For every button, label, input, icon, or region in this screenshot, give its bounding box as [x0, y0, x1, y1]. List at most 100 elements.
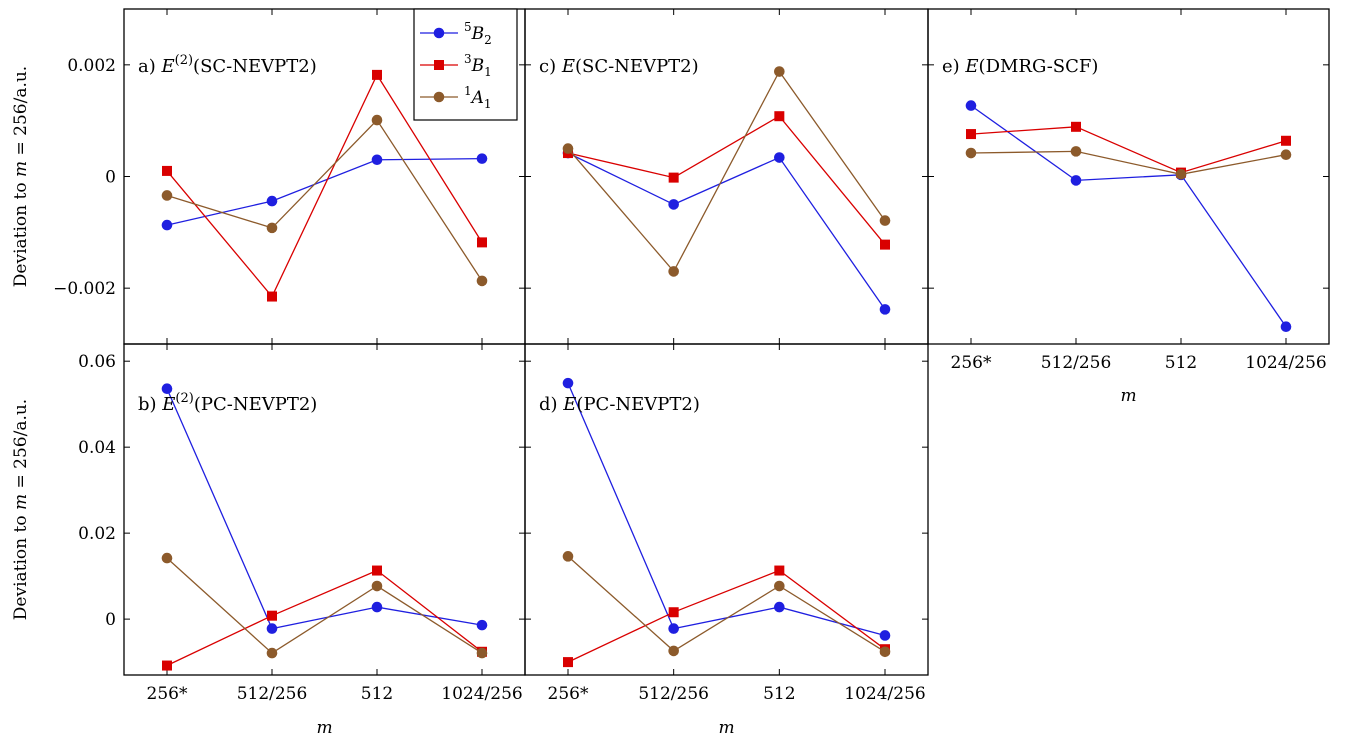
data-point-1A1 — [161, 552, 173, 564]
series-line-3B1 — [166, 569, 483, 667]
series-line-3B1 — [567, 115, 886, 246]
data-point-1A1 — [774, 580, 785, 592]
panel-d-label: d) E(PC-NEVPT2) — [539, 394, 700, 415]
data-point-5B2 — [476, 153, 488, 164]
series-line-1A1 — [567, 555, 886, 653]
series-line-5B2 — [567, 382, 886, 637]
legend-label: 1A1 — [464, 84, 492, 111]
legend-marker-circle — [433, 27, 445, 39]
data-point-1A1 — [879, 646, 891, 658]
data-point-3B1 — [880, 239, 890, 250]
series-line-5B2 — [970, 105, 1287, 328]
panels-layer: −0.002 0 0.002 a) E(2)(SC-NEVPT2) c) E(SC-NE… — [53, 8, 1330, 704]
series-line-5B2 — [166, 388, 483, 630]
data-point-5B2 — [1280, 321, 1292, 332]
y-axis-titles: Deviation to m = 256/a.u. Deviation to m … — [11, 66, 31, 620]
data-point-1A1 — [668, 645, 679, 657]
legend-marker-circle — [433, 91, 445, 103]
series-line-1A1 — [166, 119, 483, 282]
panel-b: 0 0.02 0.04 0.06 256* 512/256 512 1024/256 b) E(… — [78, 343, 526, 704]
x-tick-label: 256* — [548, 684, 589, 704]
data-point-3B1 — [1281, 135, 1291, 146]
data-point-1A1 — [774, 66, 785, 77]
data-point-3B1 — [267, 291, 277, 302]
data-point-1A1 — [1175, 168, 1187, 180]
panel-a: −0.002 0 0.002 a) E(2)(SC-NEVPT2) — [53, 8, 526, 345]
series-line-1A1 — [567, 70, 886, 273]
data-point-5B2 — [476, 619, 488, 631]
data-point-3B1 — [966, 129, 976, 140]
x-tick-label: 512 — [763, 684, 795, 704]
data-point-1A1 — [879, 215, 891, 226]
data-point-1A1 — [371, 114, 383, 126]
data-point-1A1 — [371, 580, 383, 592]
legend-marker-square — [434, 60, 444, 70]
panel-d: 256* 512/256 512 1024/256 d) E(PC-NEVPT2) — [524, 343, 929, 704]
x-tick-label: 512/256 — [1041, 353, 1112, 373]
y-tick-label: 0.02 — [78, 524, 116, 544]
series-line-3B1 — [567, 569, 886, 663]
data-point-1A1 — [668, 266, 679, 277]
x-tick-label: 256* — [951, 353, 992, 373]
data-point-5B2 — [266, 623, 278, 634]
y-tick-label: 0.002 — [67, 56, 116, 76]
data-point-3B1 — [563, 657, 573, 668]
data-point-5B2 — [161, 219, 173, 231]
data-point-1A1 — [161, 190, 173, 201]
data-point-1A1 — [476, 275, 488, 287]
x-tick-label: 1024/256 — [441, 684, 522, 704]
data-point-1A1 — [965, 147, 977, 159]
data-point-5B2 — [161, 383, 173, 395]
data-point-3B1 — [668, 172, 679, 183]
data-point-5B2 — [668, 199, 679, 210]
data-point-3B1 — [372, 565, 382, 576]
data-point-1A1 — [266, 647, 278, 659]
data-point-5B2 — [668, 623, 679, 634]
series-line-5B2 — [166, 157, 483, 226]
panel-d-frame — [524, 343, 929, 676]
data-point-5B2 — [879, 304, 891, 315]
data-point-5B2 — [879, 630, 891, 641]
x-tick-label: 256* — [147, 684, 188, 704]
series-line-5B2 — [567, 152, 886, 310]
data-point-3B1 — [774, 565, 785, 576]
x-axis-title: m — [316, 718, 332, 736]
data-point-1A1 — [476, 647, 488, 659]
x-axis-title: m — [1120, 386, 1136, 406]
data-point-1A1 — [562, 143, 574, 154]
data-point-3B1 — [267, 610, 277, 621]
panel-b-label: b) E(2)(PC-NEVPT2) — [138, 391, 317, 415]
y-tick-label: 0.04 — [78, 438, 116, 458]
x-tick-label: 1024/256 — [1245, 353, 1326, 373]
x-axis-title: m — [718, 718, 734, 736]
y-tick-label: 0 — [105, 610, 116, 630]
y-axis-title: Deviation to m = 256/a.u. — [11, 399, 31, 620]
x-tick-label: 512/256 — [237, 684, 308, 704]
data-point-1A1 — [266, 222, 278, 234]
data-point-3B1 — [372, 69, 382, 80]
legend: 5B2 3B1 1A1 — [413, 8, 518, 121]
y-tick-label: −0.002 — [53, 279, 116, 299]
data-point-5B2 — [266, 195, 278, 207]
data-point-1A1 — [1280, 149, 1292, 161]
data-point-3B1 — [774, 111, 785, 122]
x-tick-label: 512/256 — [638, 684, 709, 704]
panel-c-label: c) E(SC-NEVPT2) — [539, 56, 699, 77]
panel-e: 256* 512/256 512 1024/256 e) E(DMRG-SCF) — [927, 8, 1330, 373]
data-point-5B2 — [1070, 175, 1082, 186]
data-point-5B2 — [562, 377, 574, 389]
data-point-5B2 — [371, 154, 383, 166]
y-tick-label: 0.06 — [78, 352, 116, 372]
data-point-5B2 — [965, 100, 977, 111]
data-point-5B2 — [371, 601, 383, 613]
y-axis-title: Deviation to m = 256/a.u. — [11, 66, 31, 287]
x-axis-titles: m m m — [316, 386, 1136, 736]
data-point-3B1 — [1071, 121, 1081, 132]
data-point-5B2 — [774, 601, 785, 613]
series-line-3B1 — [166, 73, 483, 298]
legend-label: 3B1 — [464, 52, 492, 79]
panel-c: c) E(SC-NEVPT2) — [524, 8, 929, 345]
data-point-3B1 — [162, 660, 172, 671]
x-tick-label: 512 — [1165, 353, 1197, 373]
